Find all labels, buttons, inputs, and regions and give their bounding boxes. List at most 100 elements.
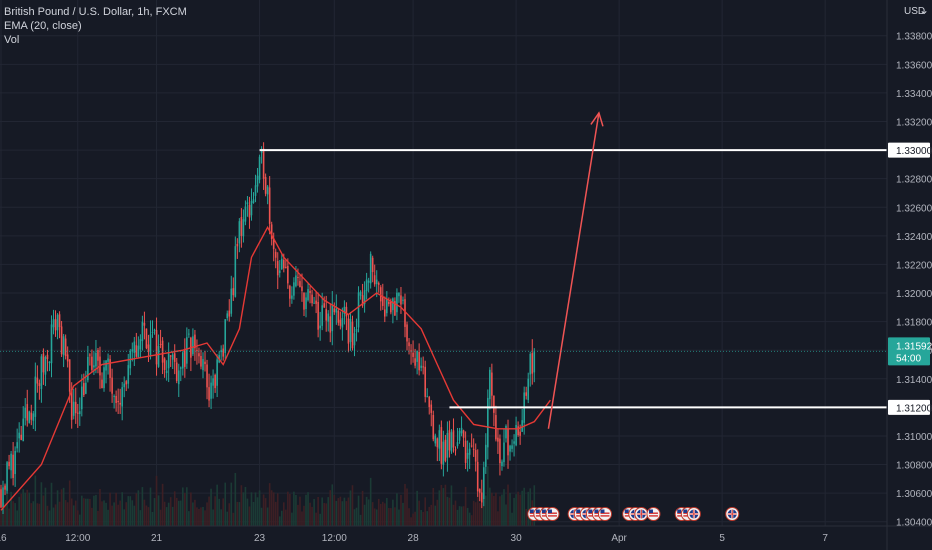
- drawings[interactable]: [0, 111, 887, 429]
- volume-bar: [329, 490, 332, 526]
- price-tick-label: 1.30400: [896, 518, 932, 529]
- volume-bar: [192, 502, 194, 526]
- candle-down: [507, 429, 509, 456]
- volume-bar: [309, 502, 311, 526]
- candle-down: [452, 430, 455, 448]
- volume-bar: [167, 502, 170, 526]
- candle-up: [515, 424, 517, 446]
- volume-bar: [280, 510, 283, 526]
- candle-up: [93, 365, 95, 368]
- volume-bar: [24, 492, 27, 526]
- candle-down: [303, 292, 305, 310]
- volume-indicator-label[interactable]: Vol: [4, 34, 20, 46]
- support-level-badge-label: 1.31200: [896, 403, 932, 414]
- time-tick-label: 23: [254, 533, 266, 544]
- volume-bar: [384, 503, 386, 526]
- us-flag-icon[interactable]: [545, 507, 560, 521]
- candle-down: [276, 261, 279, 276]
- candle-up: [509, 445, 511, 452]
- candle-down: [317, 302, 319, 330]
- volume-bar: [234, 472, 237, 526]
- candle-down: [474, 450, 477, 462]
- candle-up: [6, 462, 8, 491]
- ema-indicator-label[interactable]: EMA (20, close): [4, 20, 82, 32]
- price-tick-label: 1.32400: [896, 232, 932, 243]
- volume-bar: [125, 502, 128, 526]
- candle-down: [270, 224, 273, 240]
- candle-down: [285, 266, 287, 268]
- candle-down: [68, 359, 71, 392]
- candle-up: [341, 318, 344, 328]
- candle-up: [349, 318, 352, 342]
- candle-down: [42, 353, 45, 373]
- resistance-level-badge[interactable]: 1.33000: [888, 142, 932, 158]
- volume-bar: [369, 477, 372, 526]
- volume-bar: [155, 475, 158, 526]
- volume-bar: [480, 496, 483, 526]
- candle-down: [440, 427, 443, 464]
- gb-flag-icon[interactable]: [686, 507, 701, 521]
- volume-bar: [252, 501, 255, 526]
- volume-bar: [400, 494, 402, 526]
- volume-bar: [434, 505, 437, 526]
- us-flag-icon[interactable]: [597, 507, 612, 521]
- volume-bar: [299, 496, 301, 526]
- volume-bar: [48, 510, 51, 526]
- volume-bar: [206, 502, 208, 526]
- flag-canton: [648, 509, 653, 513]
- event-markers[interactable]: [527, 507, 740, 521]
- candle-up: [40, 356, 43, 390]
- candle-down: [373, 275, 376, 285]
- volume-bar: [509, 492, 511, 526]
- gb-flag-icon[interactable]: [725, 507, 740, 521]
- currency-label[interactable]: USD: [904, 6, 926, 17]
- candle-down: [38, 383, 41, 386]
- volume-bar: [343, 497, 346, 526]
- time-tick-label: 21: [151, 533, 163, 544]
- volume-bar: [456, 509, 459, 526]
- gb-flag-icon[interactable]: [634, 507, 649, 521]
- symbol-title[interactable]: British Pound / U.S. Dollar, 1h, FXCM: [4, 6, 187, 18]
- candle-up: [363, 290, 366, 305]
- candle-up: [18, 432, 20, 439]
- support-level-badge[interactable]: 1.31200: [888, 399, 932, 415]
- volume-bar: [373, 508, 376, 526]
- volume-bar: [446, 496, 449, 526]
- candle-down: [196, 350, 198, 352]
- candle-up: [107, 358, 109, 362]
- chevron-down-icon[interactable]: ⌄: [919, 3, 930, 17]
- volume-bar: [462, 506, 465, 526]
- volume-bar: [422, 511, 424, 526]
- ema-layer: [0, 225, 551, 511]
- us-flag-icon[interactable]: [646, 507, 661, 521]
- volume-bar: [97, 510, 99, 526]
- volume-bar: [472, 500, 475, 526]
- support-level-badge-box: [888, 399, 930, 415]
- candle-down: [173, 353, 176, 362]
- candle-down: [46, 354, 49, 360]
- time-tick-label: 28: [408, 533, 420, 544]
- projection-arrow-head[interactable]: [590, 111, 604, 127]
- candle-down: [309, 290, 311, 293]
- candle-up: [52, 319, 55, 328]
- candle-up: [121, 387, 123, 407]
- projection-arrow[interactable]: [547, 112, 600, 429]
- candle-up: [291, 295, 293, 299]
- candle-down: [206, 364, 208, 388]
- candle-up: [331, 304, 334, 332]
- volume-bar: [137, 490, 140, 526]
- candle-down: [12, 454, 14, 478]
- candle-down: [169, 355, 172, 357]
- candle-down: [497, 437, 499, 442]
- volume-bar: [293, 491, 295, 526]
- volume-bar: [186, 487, 188, 526]
- volume-bar: [216, 484, 218, 526]
- volume-bar: [226, 511, 229, 526]
- flag-stripe: [547, 512, 557, 514]
- volume-bar: [101, 501, 103, 526]
- volume-bar: [179, 500, 182, 526]
- candle-down: [8, 461, 10, 467]
